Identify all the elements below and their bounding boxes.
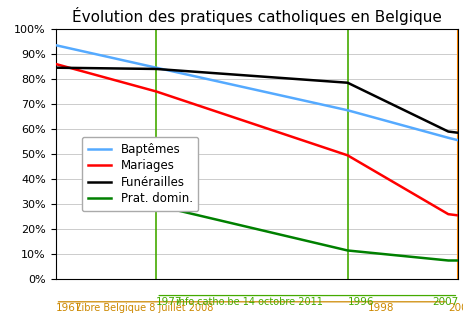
Text: 2006: 2006	[448, 303, 463, 313]
Text: 2007: 2007	[432, 297, 458, 307]
Text: 1996: 1996	[348, 297, 374, 307]
Text: Libre Belgique 8 juillet 2008: Libre Belgique 8 juillet 2008	[76, 303, 213, 313]
Legend: Baptêmes, Mariages, Funérailles, Prat. domin.: Baptêmes, Mariages, Funérailles, Prat. d…	[81, 137, 199, 211]
Title: Évolution des pratiques catholiques en Belgique: Évolution des pratiques catholiques en B…	[72, 7, 442, 25]
Text: 1967: 1967	[56, 303, 82, 313]
Text: info.catho.be 14 octobre 2011: info.catho.be 14 octobre 2011	[176, 297, 323, 307]
Text: 1998: 1998	[368, 303, 394, 313]
Text: 1977: 1977	[156, 297, 183, 307]
